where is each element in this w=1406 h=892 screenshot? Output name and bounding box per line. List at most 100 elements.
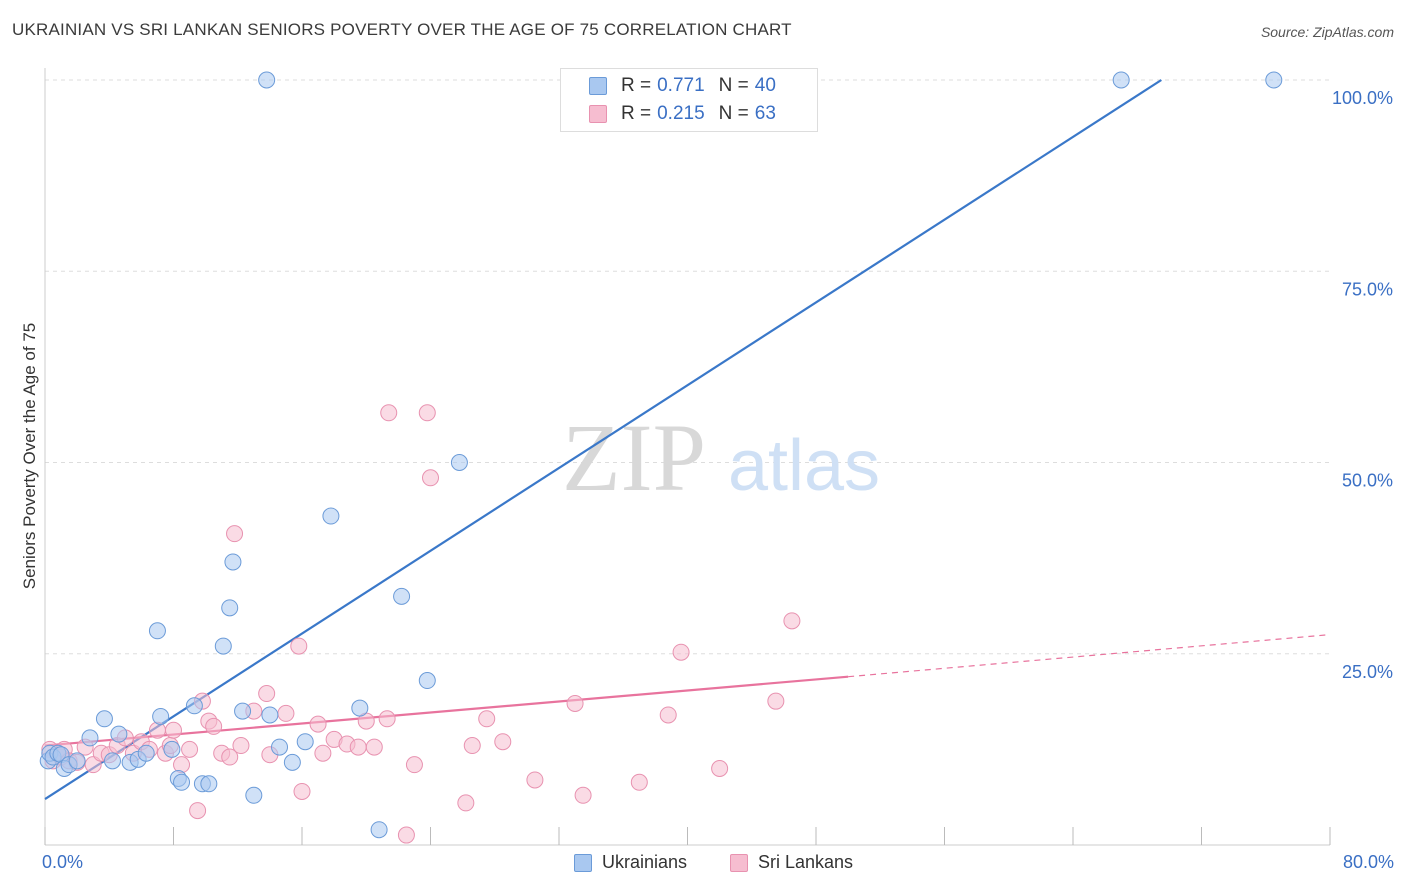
point-ukrainians [418,672,436,690]
point-srilankans [566,694,584,712]
point-ukrainians [185,697,203,715]
point-ukrainians [261,706,279,724]
point-srilankans [630,773,648,791]
point-srilankans [309,715,327,733]
point-srilankans [293,782,311,800]
point-ukrainians [137,744,155,762]
point-srilankans [221,748,239,766]
n-label: N = [718,103,749,124]
point-srilankans [574,786,592,804]
point-srilankans [526,771,544,789]
point-srilankans [672,643,690,661]
r-label: R = [621,75,652,96]
legend-item-srilankans[interactable]: Sri Lankans [730,852,853,873]
trendline-sri-lankans [848,634,1331,678]
point-ukrainians [173,773,191,791]
point-ukrainians [224,553,242,571]
point-ukrainians [163,740,181,758]
chart-title: UKRAINIAN VS SRI LANKAN SENIORS POVERTY … [12,20,792,39]
ukrainians-swatch-icon [589,77,607,95]
data-points [39,71,1283,844]
y-tick-label: 25.0% [1342,662,1393,682]
point-ukrainians [245,786,263,804]
point-srilankans [783,612,801,630]
point-srilankans [277,704,295,722]
point-ukrainians [283,753,301,771]
point-srilankans [314,744,332,762]
n-value-srilankans: 63 [754,103,776,124]
point-srilankans [189,802,207,820]
srilankans-swatch-icon [589,105,607,123]
point-srilankans [165,721,182,739]
point-srilankans [290,637,308,655]
legend-label-srilankans: Sri Lankans [758,852,854,872]
srilankans-legend-icon [730,853,748,872]
point-ukrainians [258,71,276,89]
r-label: R = [621,103,652,124]
point-srilankans [232,737,250,755]
legend-item-ukrainians[interactable]: Ukrainians [574,852,687,873]
y-tick-labels: 25.0% 50.0% 75.0% 100.0% [1332,88,1393,682]
y-tick-label: 100.0% [1332,88,1393,108]
stats-box: R = 0.771 N = 40 R = 0.215 N = 63 [560,68,818,132]
n-label: N = [718,75,749,96]
point-srilankans [181,740,199,758]
point-ukrainians [152,707,170,725]
point-ukrainians [234,702,252,720]
point-srilankans [397,826,415,844]
y-tick-label: 50.0% [1342,471,1393,491]
point-ukrainians [450,454,468,471]
axes [44,68,1331,846]
point-srilankans [494,733,512,751]
r-value-srilankans: 0.215 [657,103,705,124]
point-ukrainians [296,733,314,751]
watermark: ZIP atlas [562,404,880,511]
point-srilankans [148,721,166,739]
point-srilankans [226,525,244,543]
point-srilankans [258,685,276,703]
point-srilankans [418,404,436,422]
stats-row-srilankans: R = 0.215 N = 63 [561,100,776,128]
point-ukrainians [271,738,289,756]
point-ukrainians [214,637,232,655]
point-ukrainians [1265,71,1283,89]
point-ukrainians [322,507,340,525]
point-ukrainians [393,587,411,605]
point-srilankans [767,692,785,710]
point-srilankans [659,706,677,724]
point-ukrainians [351,699,369,717]
point-srilankans [478,710,496,728]
x-tick-max: 80.0% [1342,852,1394,872]
point-srilankans [173,756,191,774]
y-tick-label: 75.0% [1342,279,1393,299]
point-ukrainians [148,622,166,640]
stats-row-ukrainians: R = 0.771 N = 40 [561,72,776,100]
point-ukrainians [95,710,113,728]
trendline-ukrainians [44,79,1162,801]
watermark-atlas: atlas [728,426,880,506]
point-srilankans [711,760,729,777]
point-srilankans [378,710,396,728]
point-ukrainians [103,752,121,770]
n-value-ukrainians: 40 [754,75,776,96]
watermark-zip: ZIP [562,404,706,511]
point-ukrainians [110,725,128,743]
point-srilankans [365,738,383,756]
chart-source: Source: ZipAtlas.com [1260,24,1394,40]
point-ukrainians [200,775,218,793]
point-srilankans [205,717,223,735]
point-srilankans [422,469,439,487]
point-ukrainians [221,599,239,617]
point-srilankans [405,756,423,774]
point-ukrainians [68,752,86,770]
point-srilankans [349,738,367,756]
point-ukrainians [370,821,388,839]
ukrainians-legend-icon [574,853,592,872]
point-ukrainians [1112,71,1130,89]
point-srilankans [380,404,398,422]
r-value-ukrainians: 0.771 [657,75,705,96]
legend-label-ukrainians: Ukrainians [602,852,688,872]
point-ukrainians [81,729,99,747]
point-srilankans [457,794,475,812]
